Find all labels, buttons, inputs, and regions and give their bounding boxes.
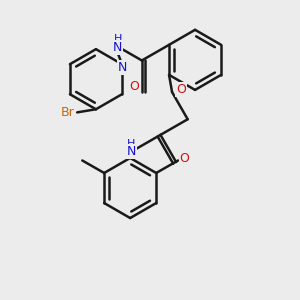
Text: H: H <box>127 140 136 149</box>
Text: O: O <box>180 152 190 165</box>
Text: O: O <box>129 80 139 93</box>
Text: N: N <box>118 61 127 74</box>
Text: Br: Br <box>61 106 74 119</box>
Text: N: N <box>127 145 136 158</box>
Text: O: O <box>176 83 186 96</box>
Text: H: H <box>113 34 122 44</box>
Text: N: N <box>113 41 122 54</box>
